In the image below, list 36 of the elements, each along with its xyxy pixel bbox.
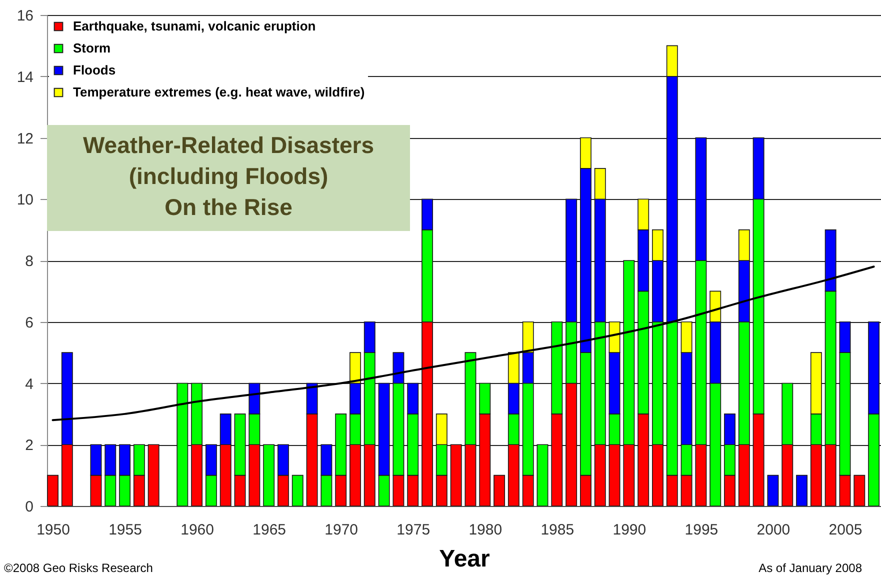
- x-tick-label: 1950: [36, 522, 70, 538]
- x-tick-label: 1995: [684, 522, 718, 538]
- legend-label: Storm: [73, 40, 111, 56]
- bar: [494, 474, 506, 506]
- y-tick-label: 14: [16, 68, 34, 86]
- x-tick-label: 1960: [180, 522, 214, 538]
- x-tick-label: 1965: [252, 522, 286, 538]
- x-tick-label: 1975: [396, 522, 430, 538]
- x-tick-label: 2005: [828, 522, 862, 538]
- y-tick-label: 10: [16, 192, 34, 209]
- y-tick-label: 2: [25, 437, 34, 454]
- line-series: [52, 266, 875, 422]
- bar: [854, 474, 866, 506]
- legend-label: Earthquake, tsunami, volcanic eruption: [73, 18, 316, 34]
- text: ©2008 Geo Risks Research: [4, 561, 153, 575]
- x-tick-label: 1955: [108, 522, 142, 538]
- text: As of January 2008: [758, 561, 862, 575]
- bar: [796, 474, 808, 506]
- bar: [767, 474, 779, 506]
- bar: [47, 474, 58, 506]
- x-tick-label: 2000: [756, 522, 790, 538]
- x-axis-title: Year: [439, 546, 490, 572]
- y-tick-label: 8: [25, 253, 34, 270]
- y-tick-label: 4: [25, 376, 34, 393]
- x-tick-label: 1990: [612, 522, 646, 538]
- y-tick-label: 12: [16, 130, 34, 148]
- y-tick-label: 0: [25, 498, 34, 516]
- bar: [292, 474, 304, 506]
- legend-label: Floods: [73, 62, 116, 78]
- x-tick-label: 1970: [324, 522, 358, 538]
- x-tick-label: 1985: [540, 522, 574, 538]
- y-tick-label: 16: [16, 8, 34, 24]
- text: Weather-Related Disasters (including Floods) On the Rise: [47, 125, 410, 231]
- legend-label: Temperature extremes (e.g. heat wave, wildfire): [73, 84, 365, 100]
- x-tick-label: 1980: [468, 522, 502, 538]
- y-tick-label: 6: [25, 314, 34, 332]
